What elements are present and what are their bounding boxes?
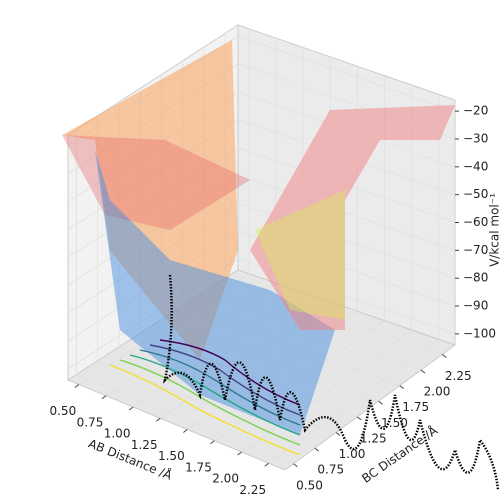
x-tick-label: 1.00 (104, 427, 131, 441)
tick-mark (210, 440, 215, 445)
tick-mark (356, 416, 362, 421)
surface-right (250, 105, 455, 330)
contour (139, 349, 301, 426)
z-tick-label: −50 (463, 187, 488, 201)
y-tick-label: 2.25 (445, 369, 472, 383)
tick-mark (128, 406, 134, 411)
y-tick-label: 1.50 (381, 416, 408, 430)
contour (109, 364, 301, 456)
grid-line (268, 339, 439, 464)
tick-mark (155, 417, 161, 422)
z-tick-label: −100 (463, 326, 496, 340)
x-tick-label: 1.75 (185, 460, 212, 474)
tick-mark (293, 463, 298, 468)
z-tick-label: −20 (463, 104, 488, 118)
contours (109, 339, 301, 456)
z-tick-label: −40 (463, 159, 488, 173)
y-tick-label: 1.00 (339, 447, 366, 461)
y-tick-label: 0.75 (317, 463, 344, 477)
tick-mark (335, 432, 341, 436)
contour (119, 359, 301, 446)
z-axis-label: V/kcal mol⁻¹ (488, 193, 500, 267)
x-tick-label: 0.50 (49, 404, 76, 418)
z-tick-label: −30 (463, 131, 488, 145)
tick-mark (237, 451, 242, 456)
surface-valley (95, 150, 335, 435)
x-tick-label: 2.00 (212, 472, 239, 486)
tick-mark (399, 385, 405, 390)
contour (129, 354, 301, 436)
x-tick-label: 0.75 (77, 415, 104, 429)
z-tick-label: −90 (463, 299, 488, 313)
z-tick-label: −80 (463, 271, 488, 285)
x-tick-label: 1.25 (131, 438, 158, 452)
tick-mark (74, 384, 80, 388)
tick-mark (264, 462, 270, 467)
trajectory (162, 274, 500, 491)
contour (159, 339, 301, 406)
tick-mark (378, 400, 383, 405)
y-tick-label: 1.75 (402, 400, 429, 414)
surface-slope (255, 190, 345, 320)
y-tick-label: 2.00 (424, 385, 451, 399)
y-tick-label: 0.50 (296, 478, 323, 492)
grid-line (76, 374, 294, 465)
grid-line (241, 329, 412, 453)
tick-mark (441, 353, 447, 358)
y-tick-label: 1.25 (360, 431, 387, 445)
z-tick-label: −70 (463, 243, 488, 257)
tick-mark (420, 369, 426, 374)
tick-mark (183, 429, 188, 433)
z-tick-label: −60 (463, 215, 488, 229)
tick-mark (314, 447, 320, 452)
x-tick-label: 2.25 (239, 483, 266, 497)
x-tick-label: 1.50 (158, 449, 185, 463)
surface (62, 40, 500, 491)
tick-mark (101, 395, 107, 400)
